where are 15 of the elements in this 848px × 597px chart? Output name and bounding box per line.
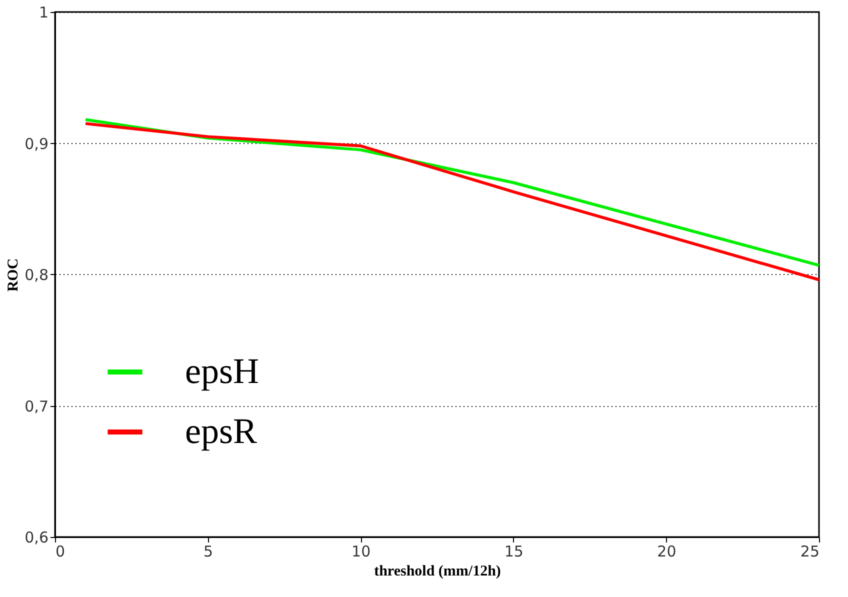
x-tick-label: 25 [800,542,820,560]
y-tick-label: 0,6 [24,528,48,546]
x-tick-label: 10 [352,542,371,560]
y-axis-title: ROC [6,258,22,292]
y-tick-label: 0,7 [24,397,48,416]
x-tick-label: 15 [504,542,524,560]
x-tick-label: 5 [204,542,214,560]
x-axis-title: threshold (mm/12h) [374,564,501,580]
y-tick-label: 0,9 [24,134,48,153]
y-tick-label: 1 [38,4,48,22]
y-tick-label: 0,8 [24,266,48,284]
legend-label: epsH [185,351,259,391]
x-tick-label: 20 [657,542,676,560]
legend-label: epsR [185,411,257,451]
x-tick-label: 0 [56,542,66,560]
